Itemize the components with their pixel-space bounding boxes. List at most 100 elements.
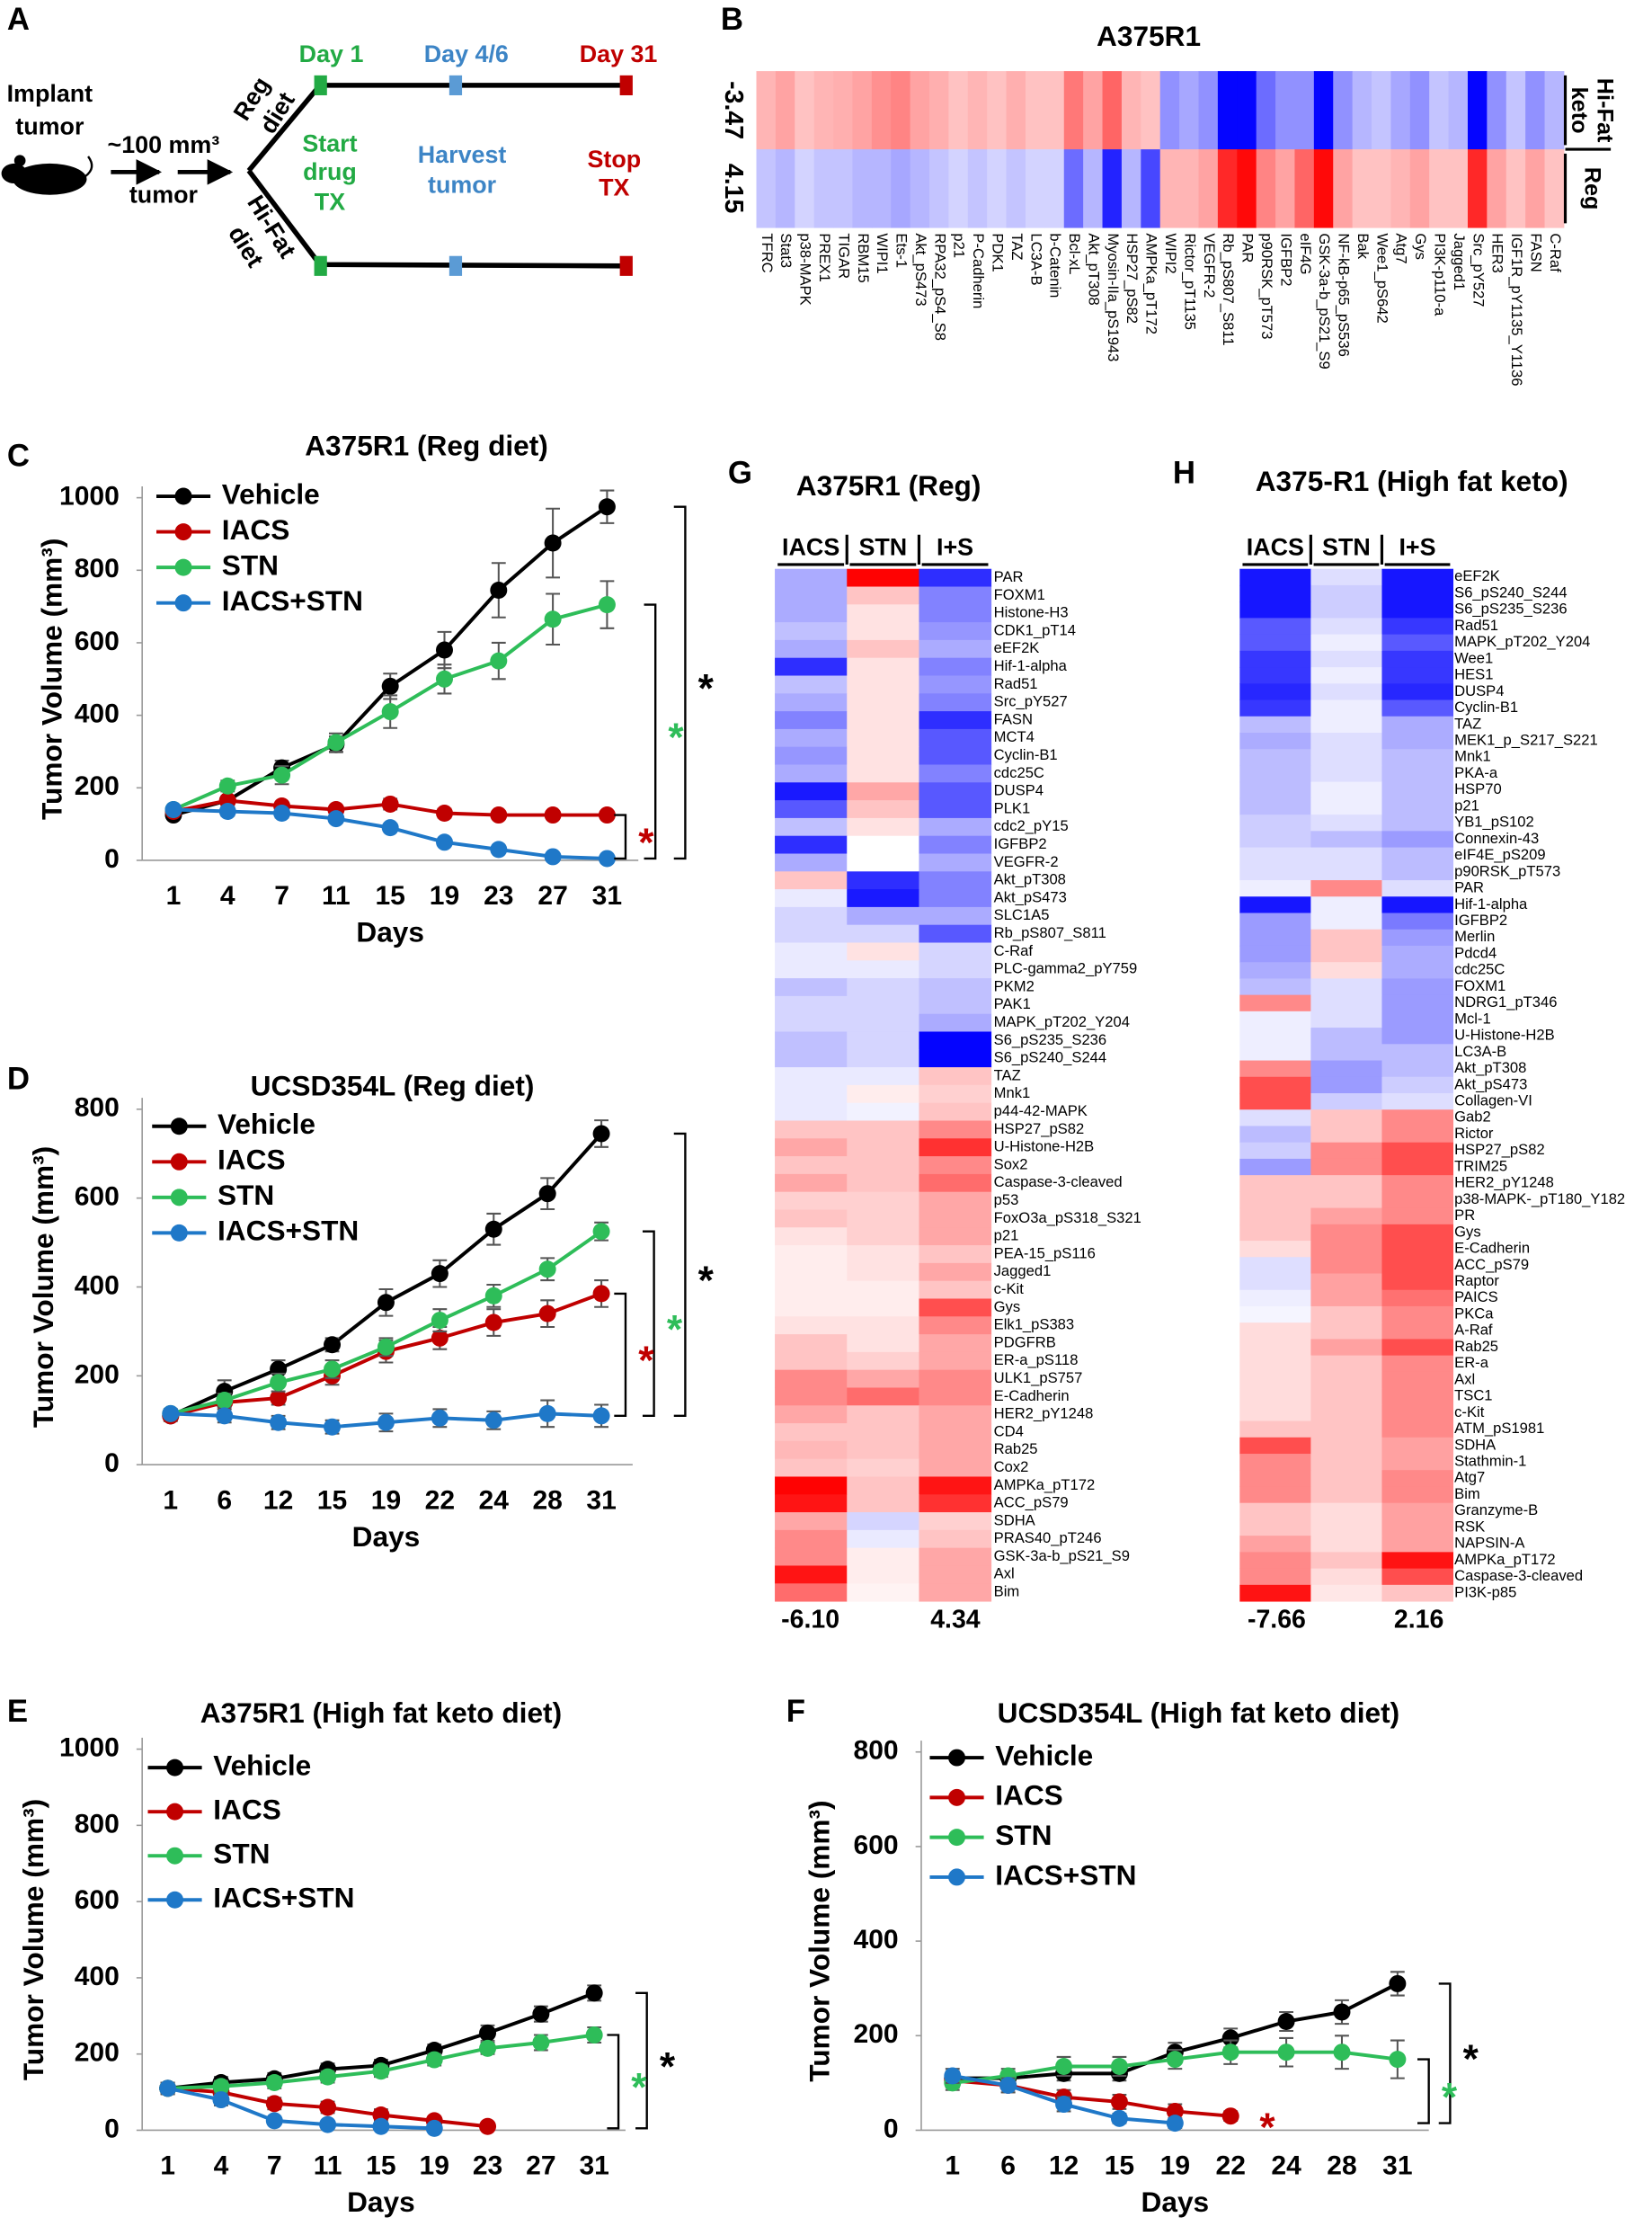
data-point (592, 1223, 610, 1241)
heatmap-cell (1487, 71, 1507, 150)
data-point (1110, 2093, 1128, 2111)
significance-mark: * (638, 821, 654, 865)
heatmap-cell (1381, 1371, 1454, 1389)
heatmap-cell (847, 1369, 919, 1388)
diagram-text: ~100 mm³ (108, 131, 220, 158)
row-label: Rab25 (1454, 1338, 1498, 1355)
panel-label: C (7, 440, 30, 474)
heatmap-cell (1239, 1224, 1311, 1242)
column-label: PI3K-p110-a (1431, 233, 1448, 316)
row-label: CD4 (994, 1422, 1024, 1439)
x-tick-label: 1 (945, 2151, 960, 2181)
column-label: WIPI1 (874, 233, 891, 273)
column-header: STN (1322, 534, 1371, 561)
heatmap-cell (1381, 1191, 1454, 1209)
heatmap-cell (847, 1013, 919, 1032)
heatmap-cell (847, 1583, 919, 1602)
row-label: HSP27_pS82 (994, 1120, 1085, 1137)
data-point (1333, 2003, 1351, 2021)
row-label: ER-a (1454, 1354, 1489, 1371)
heatmap-cell (1239, 1536, 1311, 1553)
row-label: p38-MAPK-_pT180_Y182 (1454, 1190, 1625, 1207)
line-chart: E A375R1 (High fat keto diet) 0 200 400 600 80… (7, 1695, 676, 2218)
y-tick-label: 400 (75, 1270, 120, 1300)
column-label: VEGFR-2 (1201, 233, 1218, 298)
heatmap-cell (1429, 71, 1450, 150)
column-label: Gys (1412, 233, 1429, 260)
heatmap-cell (847, 604, 919, 623)
x-axis-title: Days (352, 1520, 421, 1553)
heatmap-cell (919, 1547, 992, 1566)
row-label: YB1_pS102 (1454, 814, 1534, 831)
heatmap-cell (847, 835, 919, 854)
heatmap-cell (1381, 749, 1454, 766)
heatmap-cell (1239, 1584, 1311, 1602)
data-point (377, 1294, 395, 1312)
row-label: Akt_pT308 (994, 871, 1066, 888)
column-label: P-Cadherin (970, 233, 987, 308)
heatmap-cell (871, 71, 892, 150)
diagram-text: Day 4/6 (424, 40, 509, 67)
heatmap-cell (1310, 1322, 1382, 1340)
heatmap-cell (919, 889, 992, 908)
heatmap-cell (847, 1120, 919, 1139)
y-tick-label: 600 (75, 627, 120, 656)
panel-label: A (7, 3, 30, 37)
row-label: c-Kit (1454, 1403, 1485, 1420)
heatmap-cell (1409, 71, 1430, 150)
heatmap-cell (1239, 650, 1311, 668)
column-label: TIGAR (835, 233, 852, 279)
heatmap-cell (1239, 683, 1311, 701)
heatmap-cell (775, 978, 848, 997)
x-axis-title: Days (347, 2186, 415, 2218)
column-label: Rictor_pT1135 (1181, 233, 1198, 330)
row-label: S6_pS235_S236 (1454, 601, 1568, 618)
heatmap-cell (847, 1440, 919, 1460)
heatmap-cell (1310, 1028, 1382, 1045)
column-label: AMPKa_pT172 (1143, 233, 1160, 334)
data-point (431, 1265, 449, 1283)
data-point (377, 1338, 395, 1356)
heatmap-cell (1198, 149, 1219, 228)
data-point (490, 841, 508, 859)
heatmap-cell (1239, 880, 1311, 897)
heatmap-cell (847, 1227, 919, 1246)
column-label: Bcl-xL (1066, 233, 1083, 274)
significance-bracket (614, 1292, 627, 1418)
heatmap-cell (1006, 71, 1026, 150)
data-point (1277, 2013, 1295, 2031)
row-label: SDHA (1454, 1436, 1497, 1453)
heatmap-cell (847, 995, 919, 1015)
heatmap-cell (919, 711, 992, 730)
heatmap-cell (847, 800, 919, 819)
heatmap-cell (929, 149, 949, 228)
data-point (490, 581, 508, 599)
y-tick-label: 1000 (59, 1733, 120, 1763)
data-point (538, 1404, 556, 1422)
row-label: FOXM1 (994, 586, 1045, 603)
heatmap-cell (1239, 1273, 1311, 1291)
x-tick-label: 22 (425, 1485, 455, 1515)
heatmap-cell (847, 1245, 919, 1264)
column-label: WIPI2 (1162, 233, 1179, 273)
heatmap-cell (1381, 584, 1454, 602)
heatmap-cell (1544, 71, 1565, 150)
panel-label: E (7, 1695, 28, 1729)
row-label: HES1 (1454, 666, 1493, 683)
row-label: U-Histone-H2B (1454, 1027, 1555, 1044)
panel-label: B (721, 3, 743, 37)
heatmap-cell (1239, 749, 1311, 766)
heatmap-cell (1381, 765, 1454, 783)
heatmap-cell (919, 800, 992, 819)
row-label: Mnk1 (994, 1084, 1031, 1101)
row-label: S6_pS240_S244 (1454, 583, 1568, 601)
x-tick-label: 1 (160, 2151, 175, 2181)
data-point (544, 610, 562, 628)
data-point (532, 2034, 550, 2052)
heatmap-cell (1352, 149, 1372, 228)
x-tick-label: 15 (366, 2151, 395, 2181)
heatmap-cell (919, 1049, 992, 1068)
heatmap-cell (847, 1547, 919, 1566)
data-point (1166, 2051, 1184, 2069)
x-tick-label: 15 (375, 881, 404, 911)
